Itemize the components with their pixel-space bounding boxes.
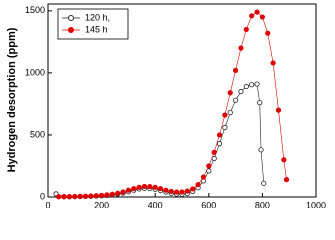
data-point — [254, 81, 260, 87]
data-point — [184, 188, 190, 194]
x-tick-label: 400 — [148, 200, 163, 208]
x-tick-label: 800 — [255, 200, 270, 208]
data-point — [222, 112, 228, 118]
data-point — [283, 177, 290, 183]
data-point — [141, 183, 148, 190]
data-point — [233, 67, 239, 74]
data-point — [265, 30, 271, 36]
y-tick-label: 500 — [30, 129, 45, 139]
legend-box — [57, 8, 129, 40]
data-point — [72, 193, 78, 200]
data-point — [82, 193, 89, 199]
y-tick-label: 0 — [40, 191, 45, 201]
data-point — [163, 187, 169, 193]
data-point — [104, 192, 110, 198]
data-point — [125, 187, 131, 193]
data-point — [270, 60, 276, 66]
series-line — [58, 11, 287, 198]
data-point — [222, 124, 228, 131]
data-point — [227, 90, 233, 96]
legend-label: 145 h — [85, 24, 108, 34]
y-tick-label: 1500 — [25, 5, 45, 15]
data-point — [254, 9, 260, 15]
data-point — [109, 191, 115, 197]
data-point — [281, 157, 287, 163]
data-point — [157, 185, 164, 192]
data-point — [136, 184, 142, 190]
chart: Hydrogen desorption (ppm) 0 500 1000 1500 0 2… — [6, 3, 326, 208]
series-line — [55, 83, 265, 198]
legend-marker — [68, 27, 74, 33]
x-tick-label: 0 — [45, 200, 50, 208]
data-point — [168, 188, 174, 195]
data-point — [216, 141, 223, 147]
data-point — [195, 181, 201, 188]
data-point — [261, 180, 267, 186]
legend-label: 120 h, — [85, 12, 110, 22]
data-point — [61, 194, 67, 200]
data-point — [216, 132, 223, 138]
x-tick-label: 1000 — [306, 200, 326, 208]
plot-frame — [47, 3, 317, 198]
data-point — [257, 100, 263, 106]
data-point — [66, 194, 73, 200]
y-tick-label: 1000 — [25, 67, 45, 77]
data-point — [147, 183, 153, 190]
data-point — [258, 147, 264, 153]
data-point — [233, 97, 239, 103]
data-point — [56, 194, 62, 200]
data-point — [259, 14, 265, 20]
data-point — [115, 190, 121, 196]
data-point — [238, 45, 244, 51]
data-point — [93, 193, 99, 199]
data-point — [131, 185, 137, 192]
data-point — [243, 83, 249, 90]
data-point — [243, 26, 249, 33]
x-tick-label: 600 — [201, 200, 216, 208]
page: Hydrogen desorption (ppm) 0 500 1000 1500 0 2… — [5, 3, 327, 208]
data-point — [275, 107, 282, 113]
data-point — [249, 13, 255, 19]
data-point — [238, 88, 244, 95]
data-point — [211, 149, 217, 155]
data-point — [77, 193, 83, 199]
legend-marker — [68, 15, 74, 21]
data-point — [99, 192, 105, 198]
data-point — [206, 163, 212, 169]
data-point — [190, 186, 196, 192]
data-point — [88, 193, 94, 199]
data-point — [249, 82, 255, 88]
x-tick-label: 200 — [94, 200, 109, 208]
data-point — [200, 174, 207, 180]
y-axis-label: Hydrogen desorption (ppm) — [6, 27, 18, 172]
data-point — [179, 189, 185, 195]
data-point — [227, 110, 233, 116]
data-point — [174, 189, 180, 195]
data-point — [152, 184, 158, 190]
data-point — [120, 189, 126, 195]
